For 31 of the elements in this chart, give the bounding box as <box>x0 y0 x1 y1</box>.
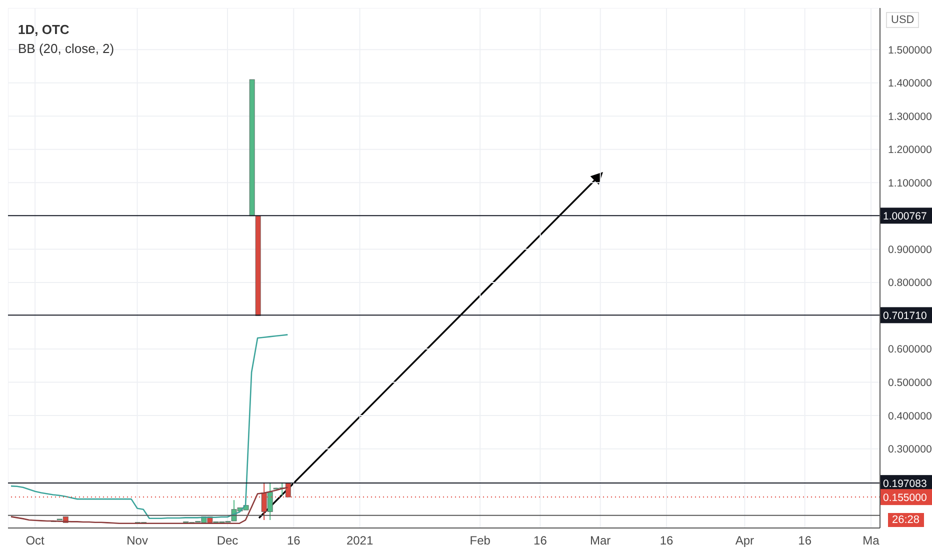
y-tick-label: 1.400000 <box>888 78 932 90</box>
x-tick-label: Feb <box>470 534 491 548</box>
ref-line-label: 0.701710 <box>883 310 927 322</box>
y-tick-label: 1.200000 <box>888 144 932 156</box>
text: 26:28 <box>888 513 924 527</box>
x-tick-label: 16 <box>286 534 301 548</box>
ref-line-label: 1.000767 <box>883 210 927 223</box>
y-tick-label: 0.800000 <box>888 277 932 290</box>
y-tick-label: 0.300000 <box>888 444 932 456</box>
y-tick-label: 1.500000 <box>888 44 932 56</box>
x-tick-label: Ma <box>862 534 880 548</box>
x-tick-label: 2021 <box>346 534 374 548</box>
ref-line-label: 0.197083 <box>883 478 927 490</box>
y-tick-label: 1.100000 <box>888 177 932 190</box>
x-tick-label: Oct <box>26 534 46 548</box>
x-tick-label: Dec <box>216 534 238 548</box>
text: BB (20, close, 2) <box>18 40 114 58</box>
y-tick-label: 0.900000 <box>888 244 932 256</box>
x-tick-label: Apr <box>735 534 754 548</box>
x-tick-label: Mar <box>590 534 611 548</box>
x-tick-label: 16 <box>660 534 674 548</box>
y-tick-label: 0.600000 <box>888 344 932 356</box>
x-tick-label: 16 <box>798 534 812 548</box>
text: USD <box>886 12 920 28</box>
x-tick-label: Nov <box>126 534 148 548</box>
text: 1D, OTC <box>18 21 70 39</box>
ref-line-label: 0.155000 <box>883 492 927 504</box>
y-tick-label: 1.300000 <box>888 110 932 123</box>
y-tick-label: 0.400000 <box>888 410 932 422</box>
x-tick-label: 16 <box>534 534 548 548</box>
y-tick-label: 0.500000 <box>888 377 932 390</box>
